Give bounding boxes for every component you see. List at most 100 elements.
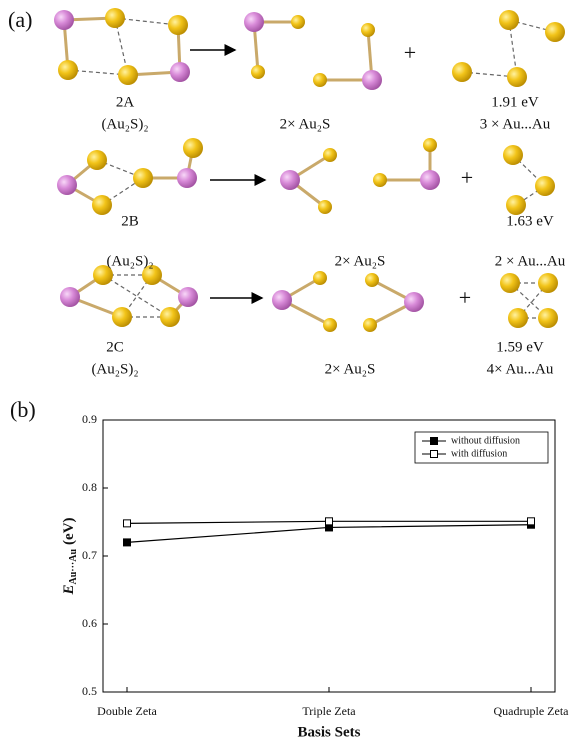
gold-atom	[92, 195, 112, 215]
gold-atom	[183, 138, 203, 158]
gold-atom	[323, 318, 337, 332]
sulfur-atom	[170, 62, 190, 82]
y-tick-label: 0.7	[82, 548, 97, 562]
molecule	[373, 138, 440, 190]
x-tick-label: Double Zeta	[97, 704, 157, 718]
row-contacts: 4× Au...Au	[487, 361, 554, 377]
row-products: 2× Au₂S	[325, 361, 376, 377]
gold-atom	[142, 265, 162, 285]
gold-atom	[423, 138, 437, 152]
gold-atom	[538, 308, 558, 328]
gold-atom	[58, 60, 78, 80]
row-energy: 1.59 eV	[496, 339, 544, 355]
row-energy: 1.91 eV	[491, 94, 539, 110]
marker	[123, 538, 131, 547]
sulfur-atom	[178, 287, 198, 307]
plus-sign: +	[459, 285, 471, 310]
gold-atom	[118, 65, 138, 85]
gold-atom	[506, 195, 526, 215]
molecule	[60, 265, 198, 327]
row-formula: (Au₂S)₂	[106, 253, 153, 269]
y-tick-label: 0.6	[82, 616, 97, 630]
y-tick-label: 0.5	[82, 684, 97, 698]
gold-atom	[133, 168, 153, 188]
y-label-subscript: Au···Au	[68, 549, 79, 585]
x-tick-label: Triple Zeta	[302, 704, 356, 718]
marker	[325, 517, 333, 526]
molecule	[503, 145, 555, 215]
y-tick-label: 0.9	[82, 412, 97, 426]
legend-label: without diffusion	[451, 435, 520, 446]
row-formula: (Au₂S)₂	[101, 116, 148, 132]
panel-a: (a) + + +2A (Au₂S)₂ 2× Au₂S 1.91 eV 3 × Au...Au…	[8, 7, 566, 377]
gold-atom	[160, 307, 180, 327]
molecule	[500, 273, 558, 328]
marker	[123, 519, 131, 528]
sulfur-atom	[272, 290, 292, 310]
molecule	[363, 273, 424, 332]
row-name: 2C	[106, 339, 124, 355]
gold-atom	[508, 308, 528, 328]
row-products: 2× Au₂S	[335, 253, 386, 269]
x-tick-label: Quadruple Zeta	[494, 704, 570, 718]
row-name: 2B	[121, 213, 139, 229]
marker	[527, 517, 535, 526]
sulfur-atom	[60, 287, 80, 307]
series	[123, 517, 535, 528]
gold-atom	[507, 67, 527, 87]
gold-atom	[535, 176, 555, 196]
gold-atom	[323, 148, 337, 162]
gold-atom	[361, 23, 375, 37]
marker	[430, 437, 438, 445]
gold-atom	[318, 200, 332, 214]
gold-atom	[452, 62, 472, 82]
contact	[67, 69, 129, 76]
row-name: 2A	[116, 94, 135, 110]
sulfur-atom	[177, 168, 197, 188]
gold-atom	[93, 265, 113, 285]
gold-atom	[363, 318, 377, 332]
y-label-symbol: E	[61, 585, 77, 596]
gold-atom	[291, 15, 305, 29]
gold-atom	[365, 273, 379, 287]
y-tick-label: 0.8	[82, 480, 97, 494]
y-axis-label: EAu···Au (eV)	[61, 517, 79, 595]
sulfur-atom	[362, 70, 382, 90]
gold-atom	[112, 307, 132, 327]
contact	[114, 17, 179, 26]
panel-label: (b)	[10, 397, 36, 422]
legend-label: with diffusion	[451, 448, 507, 459]
gold-atom	[503, 145, 523, 165]
gold-atom	[313, 73, 327, 87]
legend: without diffusion with diffusion	[414, 431, 549, 464]
molecule	[57, 138, 203, 215]
molecule	[280, 148, 337, 214]
gold-atom	[538, 273, 558, 293]
panel-label: (a)	[8, 7, 32, 32]
gold-atom	[168, 15, 188, 35]
gold-atom	[499, 10, 519, 30]
gold-atom	[545, 22, 565, 42]
sulfur-atom	[420, 170, 440, 190]
gold-atom	[87, 150, 107, 170]
row-energy: 1.63 eV	[506, 213, 554, 229]
row-formula: (Au₂S)₂	[91, 361, 138, 377]
panel-b: (b) 0.5 0.6 0.7 0.8 0.9 Double Zeta Triple Zeta…	[10, 397, 569, 740]
plus-sign: +	[461, 165, 473, 190]
sulfur-atom	[244, 12, 264, 32]
gold-atom	[251, 65, 265, 79]
molecule	[313, 23, 382, 90]
molecule	[244, 12, 305, 79]
gold-atom	[500, 273, 520, 293]
plus-sign: +	[404, 40, 416, 65]
row-products: 2× Au₂S	[280, 116, 331, 132]
row-contacts: 2 × Au...Au	[495, 253, 566, 269]
sulfur-atom	[54, 10, 74, 30]
y-label-unit: (eV)	[61, 517, 77, 544]
marker	[430, 450, 438, 458]
molecule	[272, 271, 337, 332]
molecule	[54, 8, 190, 85]
sulfur-atom	[57, 175, 77, 195]
x-axis-label: Basis Sets	[298, 724, 361, 740]
